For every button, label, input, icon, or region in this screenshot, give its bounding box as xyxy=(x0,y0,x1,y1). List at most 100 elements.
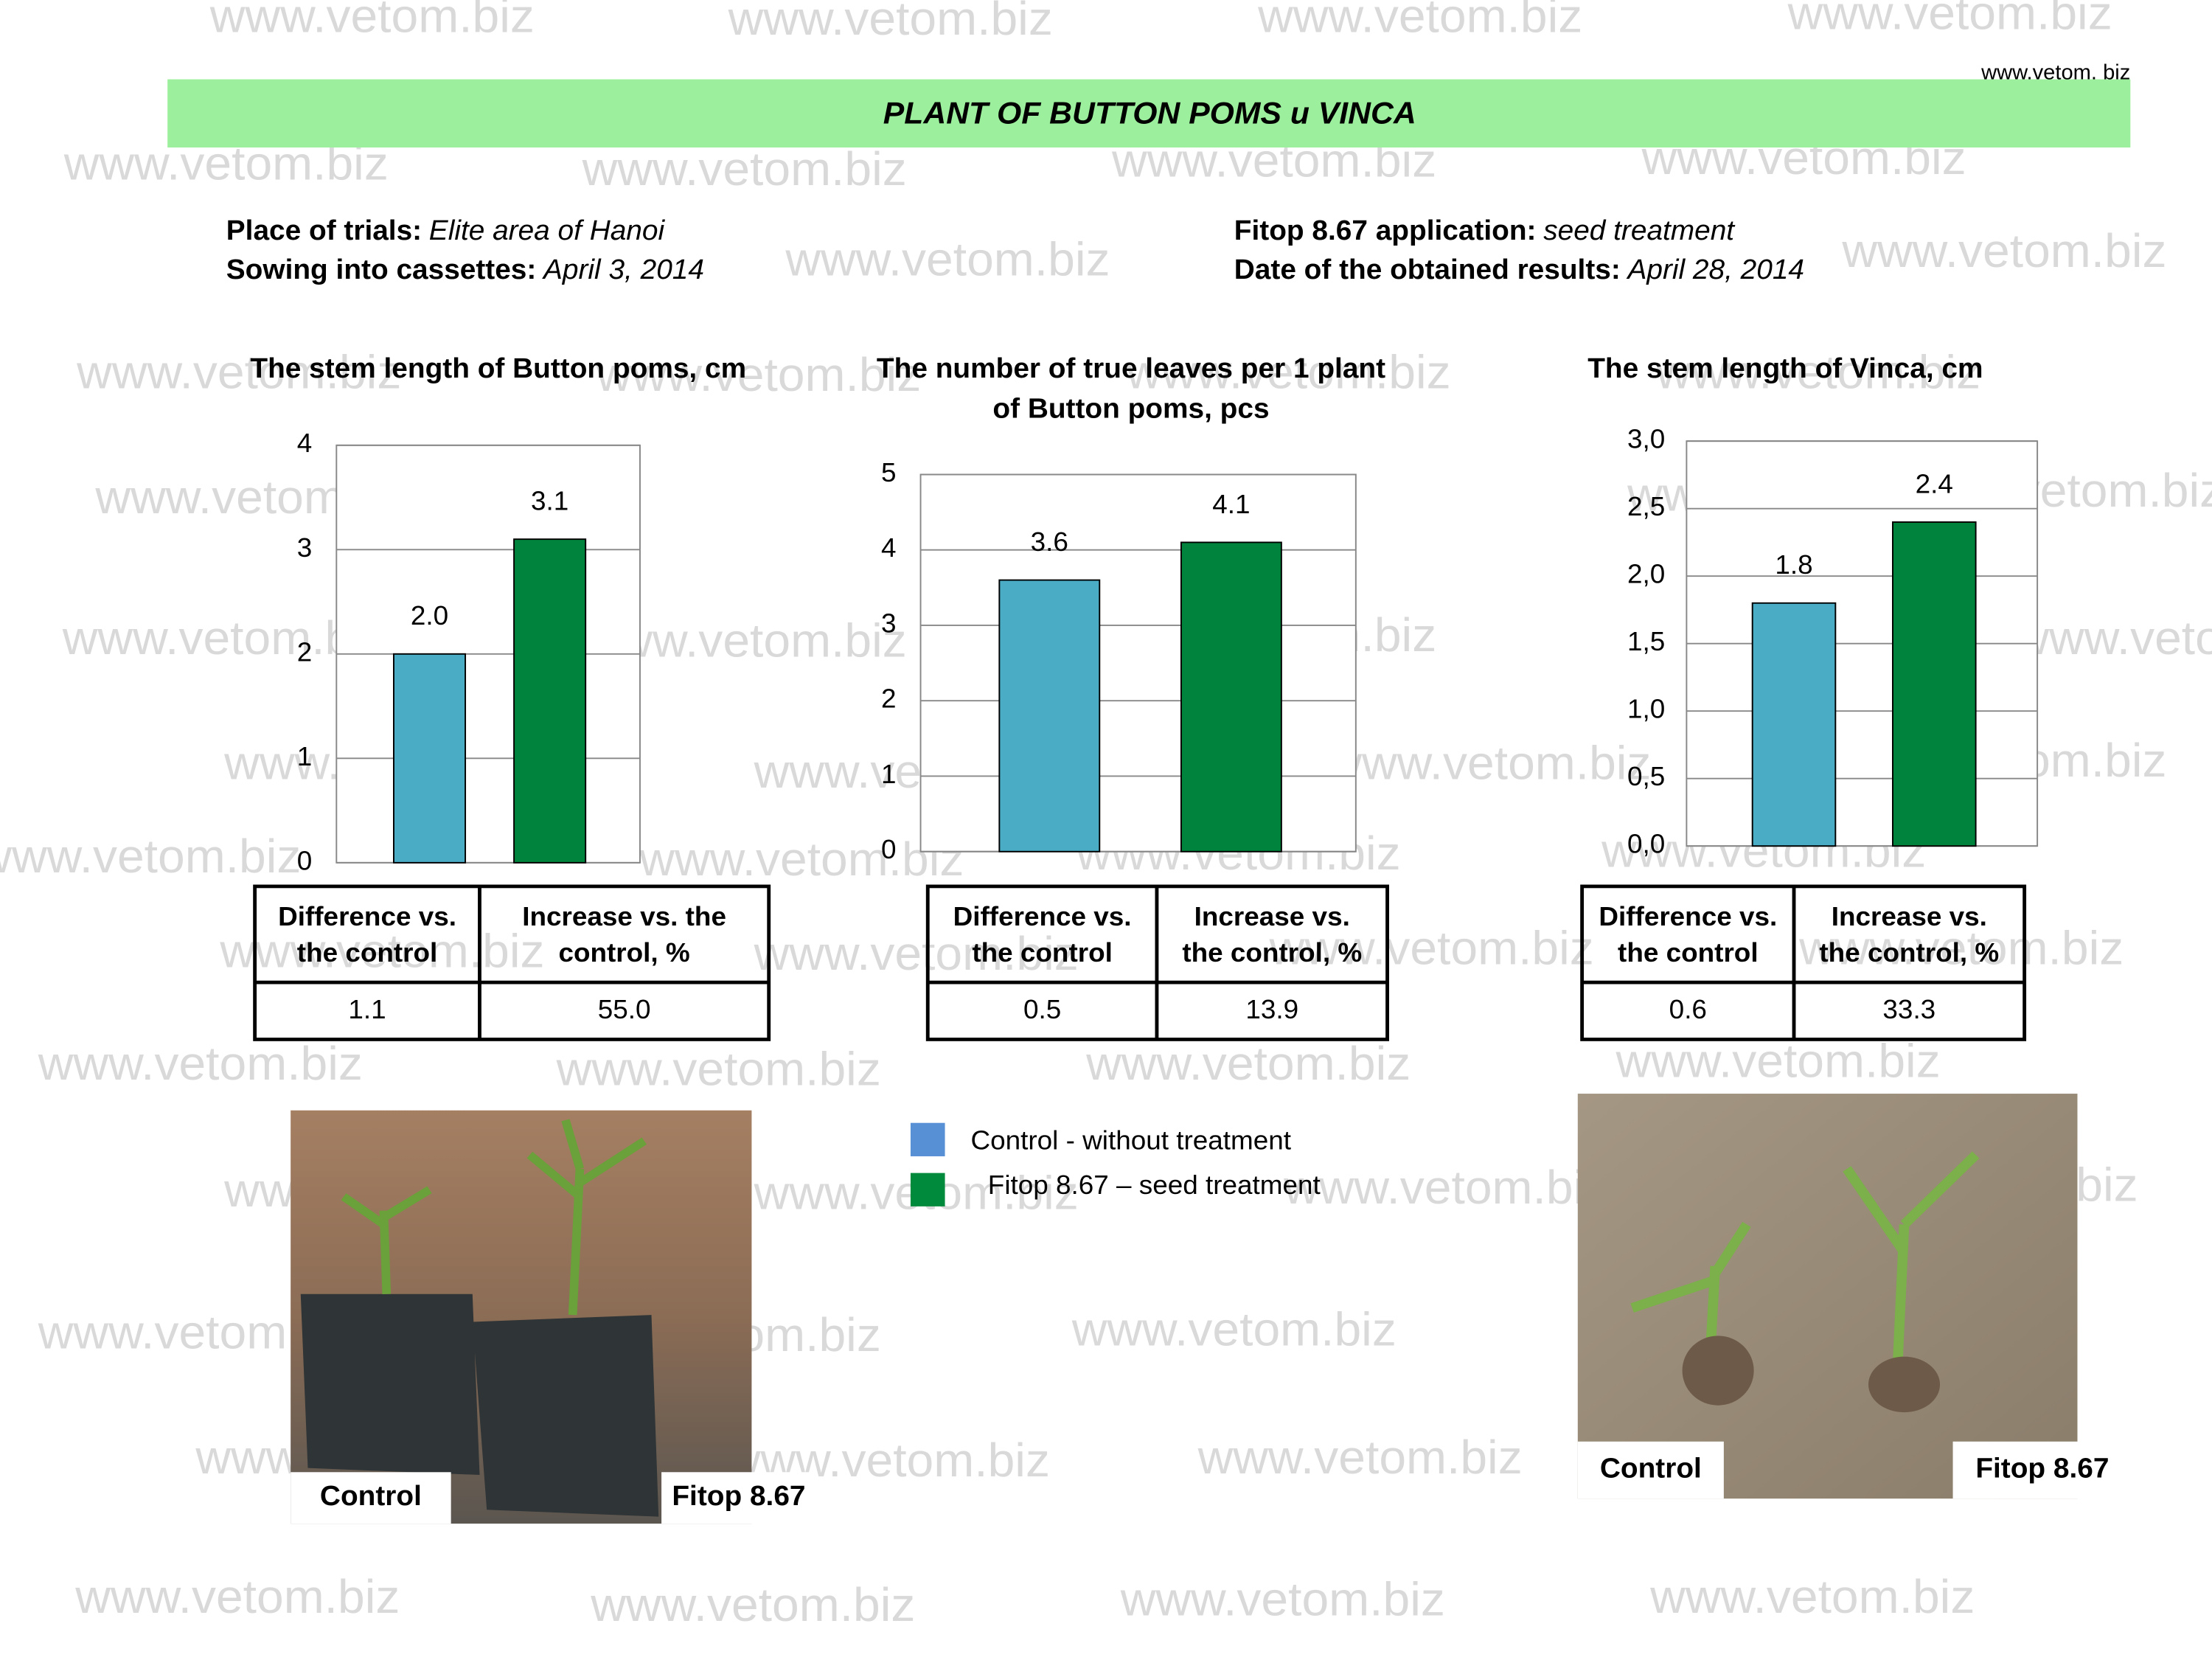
watermark: www.vetom.biz xyxy=(785,232,1110,285)
info-label: Date of the obtained results: xyxy=(1234,254,1621,285)
photo-root xyxy=(1868,1356,1941,1413)
table-header: control, % xyxy=(558,937,689,967)
info-label: Sowing into cassettes: xyxy=(226,254,537,285)
table-cell: 55.0 xyxy=(598,995,651,1024)
legend-swatch xyxy=(910,1122,945,1156)
chart-title: The number of true leaves per 1 plant xyxy=(877,353,1385,383)
y-tick-label: 0,5 xyxy=(1627,762,1665,791)
watermark: www.vetom.biz xyxy=(728,0,1053,45)
watermark: www.vetom.biz xyxy=(0,830,301,883)
photo-caption: Fitop 8.67 xyxy=(1975,1453,2109,1484)
watermark: www.vetom.biz xyxy=(1655,345,1980,398)
table-header: the control xyxy=(972,937,1113,967)
legend-label: Control - without treatment xyxy=(971,1125,1292,1155)
table-cell: 0.6 xyxy=(1669,995,1707,1024)
table-header: Difference vs. xyxy=(953,901,1132,931)
watermark: www.vetom.biz xyxy=(1085,1037,1411,1090)
y-tick-label: 1 xyxy=(297,741,313,771)
y-tick-label: 0,0 xyxy=(1627,829,1665,858)
caption-box xyxy=(1577,1441,1724,1499)
table-header: the control xyxy=(1618,937,1759,967)
watermark: www.vetom.biz xyxy=(1257,0,1582,42)
y-tick-label: 5 xyxy=(881,457,897,487)
watermark: www.vetom.biz xyxy=(209,0,535,42)
watermark: www.vetom.biz xyxy=(582,142,907,195)
table-cell: 33.3 xyxy=(1882,995,1935,1024)
y-tick-label: 2 xyxy=(297,637,313,667)
table-header: the control, % xyxy=(1819,937,1999,967)
watermark: www.vetom.biz xyxy=(1120,1572,1445,1625)
photo-caption: Control xyxy=(1600,1453,1702,1484)
watermark: www.vetom.biz xyxy=(596,348,921,401)
info-value: Elite area of Hanoi xyxy=(429,215,666,246)
page-title: PLANT OF BUTTON POMS u VINCA xyxy=(883,96,1416,130)
watermark: www.vetom.biz xyxy=(1841,224,2166,277)
watermark: www.vetom.biz xyxy=(556,1043,881,1096)
watermark: www.vetom.biz xyxy=(754,927,1079,980)
watermark: www.vetom.biz xyxy=(1125,345,1450,398)
y-tick-label: 4 xyxy=(297,428,313,458)
title-banner xyxy=(167,79,2131,148)
table-header: Difference vs. xyxy=(278,901,456,931)
y-tick-label: 1 xyxy=(881,759,897,788)
y-tick-label: 2,0 xyxy=(1627,559,1665,588)
table-border xyxy=(1580,884,2027,1041)
info-label: Fitop 8.67 application: xyxy=(1234,215,1537,246)
photo-root xyxy=(1682,1336,1754,1406)
y-tick-label: 2,5 xyxy=(1627,492,1665,521)
legend-swatch xyxy=(910,1173,945,1206)
watermark: www.vetom.biz xyxy=(219,924,544,977)
photo-pots xyxy=(300,1293,659,1517)
watermark: www.vetom.biz xyxy=(639,833,964,886)
y-tick-label: 2 xyxy=(881,684,897,713)
photo-plants xyxy=(341,1119,647,1316)
y-tick-label: 0 xyxy=(881,835,897,864)
photo-caption: Fitop 8.67 xyxy=(672,1481,805,1512)
watermark: www.vetom.biz xyxy=(2013,611,2212,664)
watermark: www.vetom.biz xyxy=(1787,0,2112,39)
y-tick-label: 3,0 xyxy=(1627,424,1665,454)
legend-label: Fitop 8.67 – seed treatment xyxy=(988,1170,1321,1199)
caption-box xyxy=(661,1472,816,1524)
table-header: the control, % xyxy=(1182,937,1362,967)
photo-caption: Control xyxy=(320,1481,422,1512)
table-header: Increase vs. the xyxy=(522,901,726,931)
watermark: www.vetom.biz xyxy=(1326,736,1651,789)
caption-box xyxy=(1952,1441,2132,1499)
watermark: www.vetom.biz xyxy=(1269,921,1594,974)
value-label: 3.6 xyxy=(1031,527,1068,556)
table-border xyxy=(253,884,771,1041)
table-header: the control xyxy=(297,937,438,967)
table-header: Increase vs. xyxy=(1832,901,1987,931)
bar xyxy=(513,538,587,864)
watermark: www.vetom.biz xyxy=(590,1578,915,1631)
y-tick-label: 0 xyxy=(297,846,313,875)
bar xyxy=(393,653,467,864)
table-cell: 13.9 xyxy=(1245,995,1298,1024)
plot-area xyxy=(919,473,1357,852)
watermark: www.vetom.biz xyxy=(1649,1570,1975,1623)
info-line: Date of the obtained results: April 28, 2… xyxy=(1234,254,1804,285)
watermark: www.vetom.biz xyxy=(74,1570,400,1623)
value-label: 2.0 xyxy=(411,601,448,631)
value-label: 3.1 xyxy=(531,486,568,515)
y-tick-label: 1,5 xyxy=(1627,627,1665,656)
watermark: www.vetom.biz xyxy=(76,345,401,398)
info-value: seed treatment xyxy=(1543,215,1735,246)
info-value: April 3, 2014 xyxy=(542,254,704,285)
info-label: Place of trials: xyxy=(226,215,422,246)
photo-vinca-plants xyxy=(1630,1151,1980,1378)
info-value: April 28, 2014 xyxy=(1626,254,1804,285)
bar xyxy=(1751,602,1837,847)
watermark: www.vetom.biz xyxy=(1283,1161,1608,1214)
info-line: Fitop 8.67 application: seed treatment xyxy=(1234,215,1736,246)
watermark: www.vetom.biz xyxy=(1071,1302,1397,1355)
bar xyxy=(1892,521,1977,847)
y-tick-label: 1,0 xyxy=(1627,694,1665,723)
table-cell: 0.5 xyxy=(1023,995,1061,1024)
value-label: 1.8 xyxy=(1775,550,1812,580)
y-tick-label: 3 xyxy=(297,532,313,562)
watermark: www.vetom.biz xyxy=(1798,921,2124,974)
